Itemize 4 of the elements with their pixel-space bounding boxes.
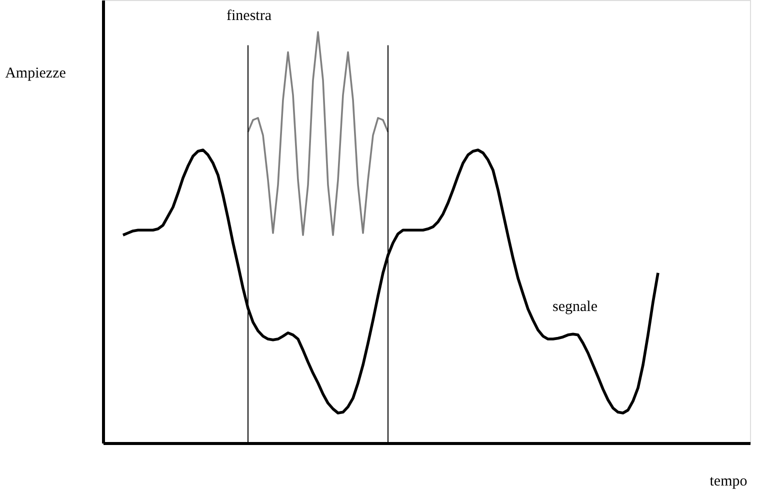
annotation: segnale — [552, 299, 598, 315]
y-axis-title: Ampiezze — [5, 66, 66, 82]
text: finestra — [226, 8, 272, 24]
x-axis-title: tempo — [710, 474, 748, 490]
